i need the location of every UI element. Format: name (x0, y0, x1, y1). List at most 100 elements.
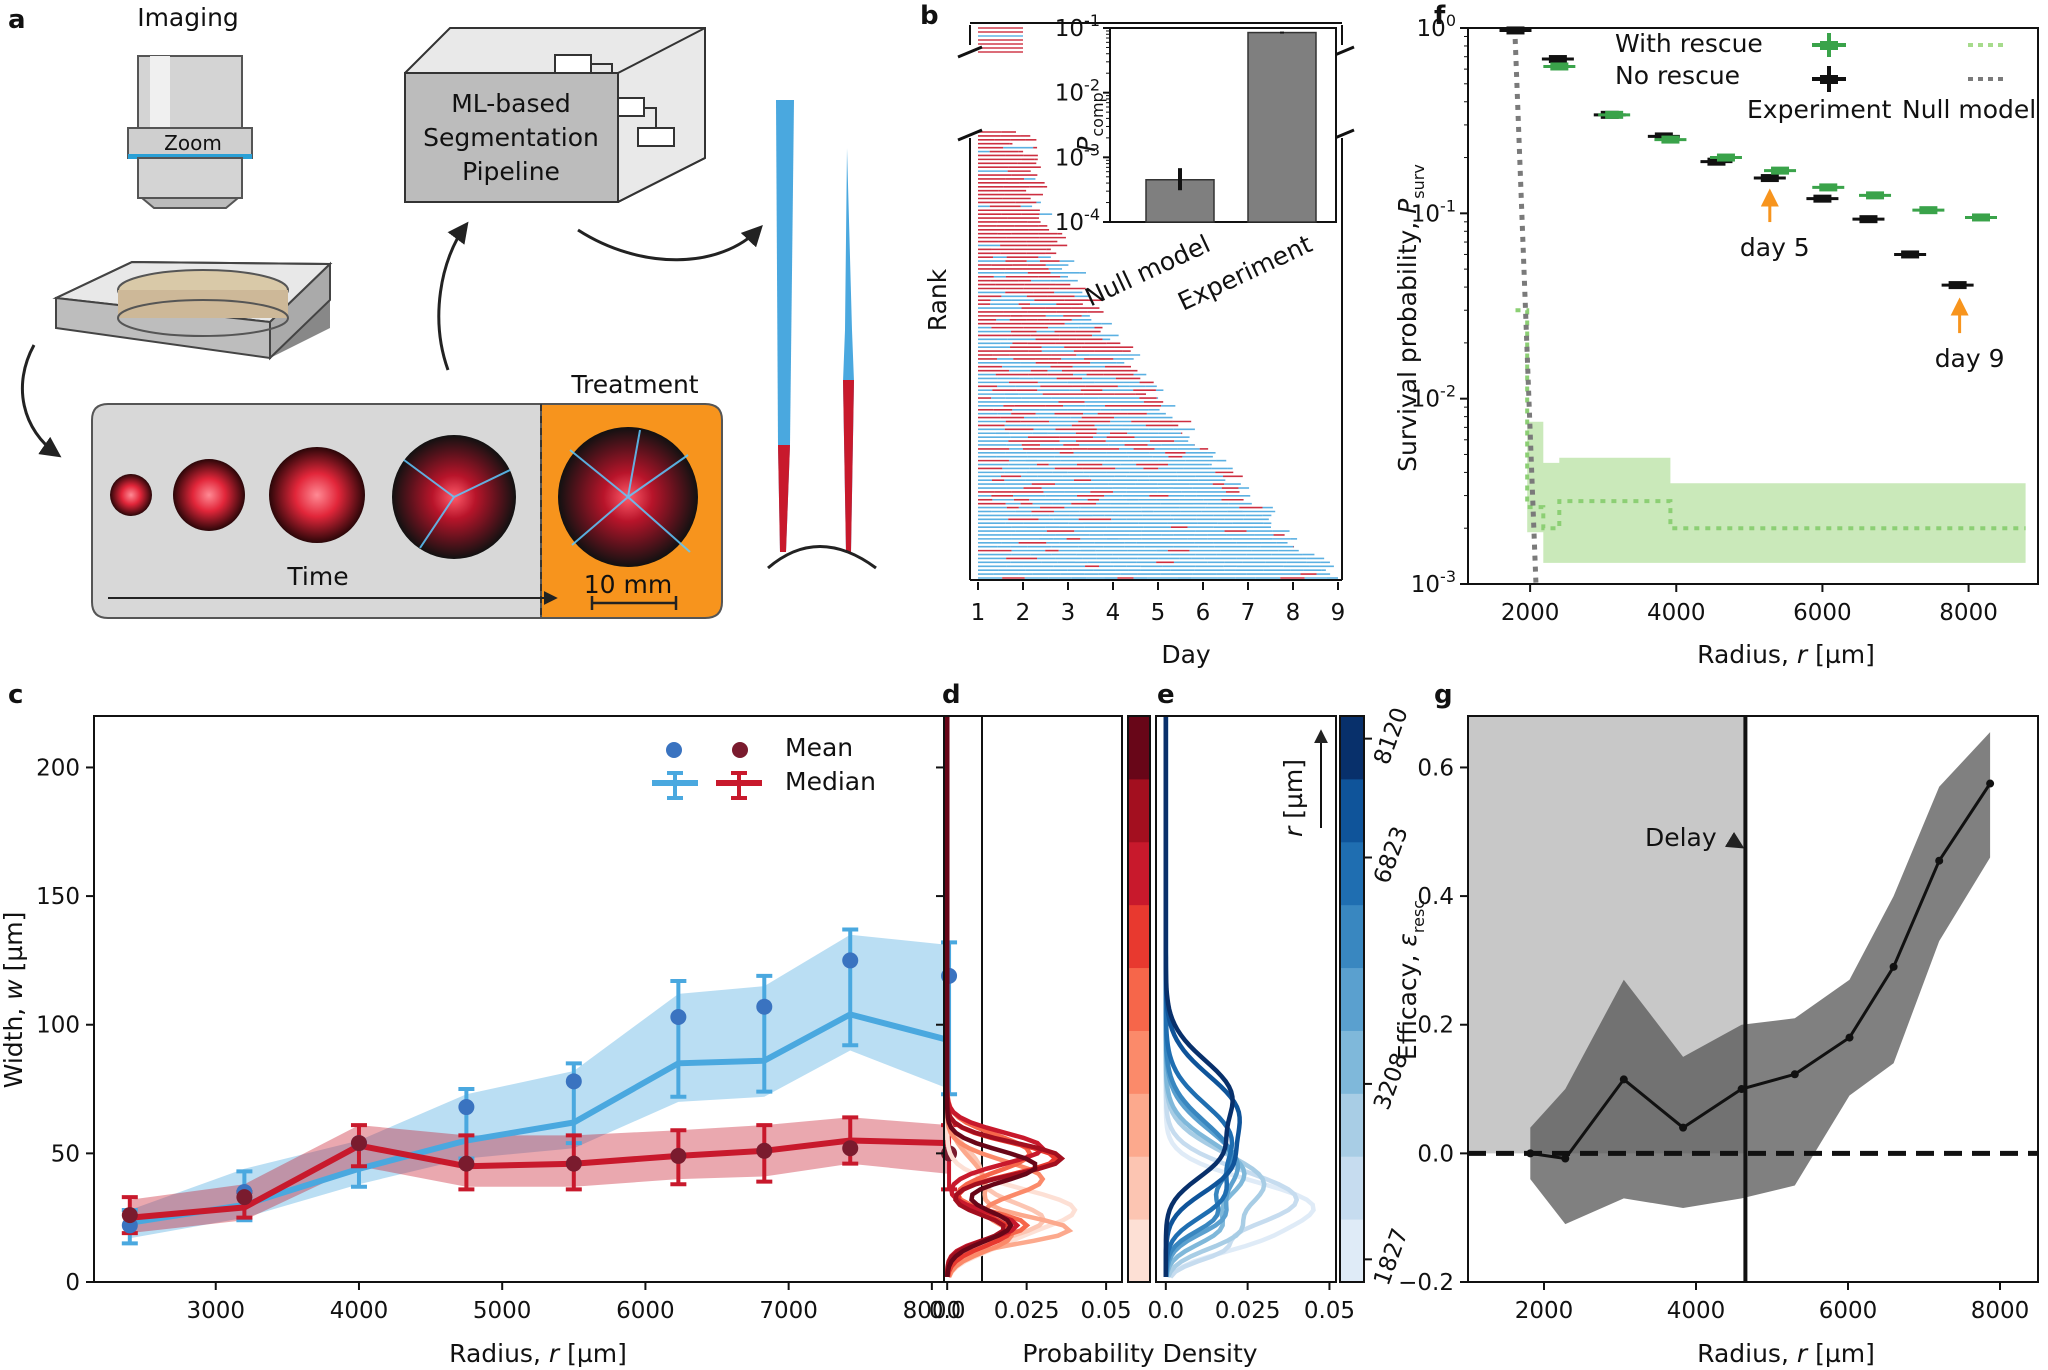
b-x-tick-label: 6 (1196, 600, 1211, 626)
red-mean-point (670, 1147, 687, 1164)
c-y-label: Width, w [µm] (0, 912, 28, 1089)
g-y-label-pre: Efficacy, (1393, 947, 1422, 1060)
g-frame (1467, 715, 2039, 1283)
d-x-tick-label: 0.025 (994, 1298, 1060, 1324)
c-y-tick-label: 50 (51, 1141, 80, 1167)
with-rescue-point (1972, 213, 1990, 222)
c-y-label-pre: Width, (0, 1000, 28, 1089)
g-x-label: Radius, r [µm] (1697, 1339, 1875, 1368)
f-legend: With rescue No rescue Experiment Null mo… (1615, 29, 2036, 124)
red-colorbar-frame (1127, 715, 1151, 1283)
efficacy-line (1530, 782, 1992, 1161)
c-x-label-post: [µm] (559, 1339, 627, 1368)
f-y-label-var: P (1393, 198, 1422, 214)
blue-colorbar-segment (1340, 716, 1364, 780)
f-x-tick-label: 6000 (1793, 600, 1852, 626)
spheroid-image-1 (110, 474, 152, 516)
no-rescue-point (1760, 174, 1779, 183)
inset-y-tick-label: 10-2 (1055, 76, 1100, 107)
red-mean-point (756, 1142, 773, 1159)
with-rescue-point (1919, 206, 1938, 215)
legend-mean: Mean (785, 733, 853, 762)
f-y-tick-label: 100 (1417, 11, 1456, 42)
g-y-label: Efficacy, εresc (1393, 900, 1428, 1060)
panel-label-b: b (920, 1, 939, 31)
d-x-tick-label: 0.0 (929, 1298, 966, 1324)
legend-median: Median (785, 767, 876, 796)
c-x-tick-label: 5000 (473, 1298, 532, 1324)
f-x-label-post: [µm] (1807, 640, 1875, 669)
c-legend: Mean Median (652, 733, 876, 800)
c-x-tick-label: 7000 (759, 1298, 818, 1324)
red-colorbar-segment (1128, 778, 1150, 843)
no-rescue-point (1901, 250, 1920, 259)
flow-arrow-up (437, 221, 469, 371)
legend-no-rescue: No rescue (1615, 61, 1740, 90)
pipeline-label-3: Pipeline (462, 157, 560, 186)
b-x-tick-label: 2 (1016, 600, 1031, 626)
f-y-tick-label-base: 10 (1417, 16, 1446, 42)
day-axis: 1 2 3 4 5 6 7 8 9 (971, 582, 1345, 626)
c-x-tick-label: 3000 (186, 1298, 245, 1324)
f-y-label-sub: surv (1409, 164, 1428, 199)
efficacy-point (1737, 1085, 1746, 1094)
g-y-label-var: ε (1393, 933, 1422, 947)
inset-y-tick-label-base: 10 (1055, 81, 1084, 107)
no-rescue-point (1859, 215, 1878, 224)
red-mean-point (842, 1140, 859, 1157)
efficacy-point (1935, 856, 1944, 865)
axis-break-mark (957, 128, 983, 142)
blue-mean-point (842, 952, 859, 969)
f-y-tick-label: 10-3 (1411, 567, 1456, 598)
with-rescue-point (1716, 153, 1735, 162)
flow-arrow-down (20, 344, 62, 458)
colorbar-tick-label: 8120 (1369, 704, 1413, 768)
efficacy-point (1845, 1033, 1854, 1042)
b-y-label: Rank (923, 268, 952, 331)
red-mean-point (565, 1155, 582, 1172)
no-rescue-point (1813, 194, 1832, 203)
null-rescue-line (1515, 308, 2026, 531)
spheroid-image-3 (269, 447, 365, 543)
with-rescue-point (1819, 183, 1838, 192)
efficacy-band (1530, 732, 1991, 1225)
red-colorbar-segment (1128, 841, 1150, 906)
efficacy-point (1889, 962, 1898, 971)
c-x-label-var: r (549, 1339, 561, 1368)
inset-y-tick-label: 10-4 (1055, 205, 1100, 236)
c-x-label: Radius, r [µm] (449, 1339, 627, 1368)
null-rescue-band (1527, 421, 2026, 563)
panel-a-schematic: a Imaging Zoom (8, 3, 877, 619)
f-y-tick-label-exp: -1 (1440, 196, 1456, 215)
delay-annotation: Delay (1645, 823, 1717, 852)
b-x-tick-label: 5 (1151, 600, 1166, 626)
day5-annotation: day 5 (1740, 233, 1810, 262)
c-x-tick-label: 8000 (903, 1298, 962, 1324)
with-rescue-point (1661, 135, 1680, 144)
legend-median-blue (652, 771, 698, 800)
efficacy-point (1679, 1123, 1688, 1132)
efficacy-point (1986, 779, 1995, 788)
blue-colorbar-segment (1340, 778, 1364, 843)
spike-illustration (767, 100, 877, 570)
red-mean-point (350, 1135, 367, 1152)
c-x-tick-label: 6000 (616, 1298, 675, 1324)
c-y-tick-label: 200 (36, 755, 80, 781)
blue-colorbar-segment (1340, 1156, 1364, 1220)
g-x-label-var: r (1797, 1339, 1809, 1368)
f-x-tick-label: 2000 (1501, 600, 1560, 626)
blue-colorbar-segment (1340, 1093, 1364, 1157)
treatment-label: Treatment (570, 370, 698, 399)
f-x-label: Radius, r [µm] (1697, 640, 1875, 669)
b-x-tick-label: 4 (1106, 600, 1121, 626)
red-colorbar-segment (1128, 1156, 1150, 1220)
efficacy-point (1526, 1149, 1535, 1158)
c-y-label-post: [µm] (0, 912, 28, 980)
rank-lines (978, 27, 1338, 579)
colorbar-tick-label: 6823 (1369, 823, 1413, 887)
legend-null-model: Null model (1902, 95, 2036, 124)
density-curve-blue (1163, 716, 1235, 1277)
